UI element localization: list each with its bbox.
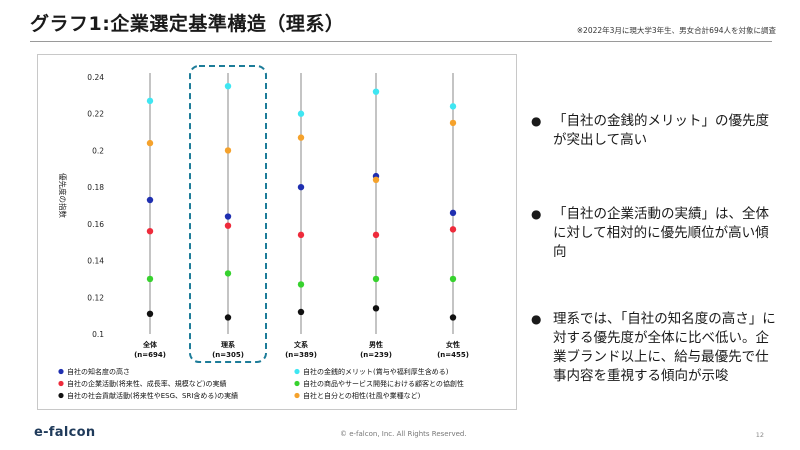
category-n-label: (n=239)	[360, 351, 392, 359]
bullet-text: 「自社の金銭的メリット」の優先度が突出して高い	[553, 113, 769, 148]
category-n-label: (n=389)	[285, 351, 317, 359]
y-tick-label: 0.22	[87, 110, 104, 119]
bullet-dot-icon: ●	[531, 114, 542, 128]
y-tick-label: 0.12	[87, 293, 104, 302]
category-n-label: (n=455)	[437, 351, 469, 359]
category-n-label: (n=694)	[134, 351, 166, 359]
bullet-item: ● 理系では、「自社の知名度の高さ」に対する優先度が全体に比べ低い。企業ブランド…	[531, 310, 781, 386]
y-tick-label: 0.24	[87, 73, 104, 82]
data-point	[372, 305, 380, 312]
page-number: 12	[755, 431, 764, 439]
bullet-item: ● 「自社の金銭的メリット」の優先度が突出して高い	[531, 112, 781, 150]
data-point	[297, 308, 305, 316]
legend-marker	[58, 392, 64, 399]
category-n-label: (n=305)	[212, 351, 244, 359]
category-label: 全体	[142, 340, 158, 349]
legend-marker	[58, 368, 64, 375]
legend-marker	[58, 380, 64, 387]
legend-marker	[294, 392, 300, 399]
data-point	[224, 147, 232, 154]
data-point	[297, 183, 305, 191]
data-point	[449, 209, 457, 217]
category-label: 文系	[294, 340, 308, 349]
data-point	[224, 82, 232, 90]
data-point	[224, 213, 232, 220]
brand-logo: e-falcon	[34, 425, 96, 440]
y-tick-label: 0.1	[92, 330, 104, 339]
y-axis-label: 優先度の指数	[58, 173, 68, 218]
data-point	[449, 275, 457, 283]
legend-marker	[294, 368, 300, 375]
legend-label: 自社の商品やサービス開発における顧客との協創性	[303, 379, 464, 388]
legend-label: 自社の金銭的メリット(賞与や福利厚生含める)	[303, 367, 449, 376]
bullet-dot-icon: ●	[531, 207, 542, 221]
data-point	[297, 110, 305, 117]
y-tick-label: 0.18	[87, 183, 104, 192]
data-point	[146, 310, 154, 318]
data-point	[372, 231, 380, 239]
y-tick-label: 0.2	[92, 146, 104, 155]
legend-marker	[294, 380, 300, 387]
category-label: 理系	[221, 340, 235, 349]
data-point	[372, 88, 380, 95]
data-point	[224, 314, 232, 321]
data-point	[372, 176, 380, 183]
survey-note: ※2022年3月に現大学3年生、男女合計694人を対象に調査	[576, 26, 776, 35]
title-divider	[30, 41, 772, 42]
page-title: グラフ1:企業選定基準構造（理系）	[30, 13, 345, 35]
data-point	[449, 314, 457, 321]
bullet-text: 「自社の企業活動の実績」は、全体に対して相対的に優先順位が高い傾向	[553, 206, 769, 260]
data-point	[146, 97, 154, 105]
legend-label: 自社の社会貢献活動(将来性やESG、SRI含める)の実績	[67, 391, 238, 400]
highlight-box	[189, 65, 267, 363]
legend-label: 自社の企業活動(将来性、成長率、規模など)の実績	[67, 379, 226, 388]
data-point	[449, 226, 457, 233]
copyright: © e-falcon, Inc. All Rights Reserved.	[340, 430, 467, 438]
data-point	[297, 134, 305, 141]
legend-label: 自社と自分との相性(社風や業種など)	[303, 391, 421, 400]
chart-frame: 0.1 0.12 0.14 0.16 0.18 0.2 0.22 0.24 優先度の指数全体 (n…	[37, 54, 517, 410]
bullet-item: ● 「自社の企業活動の実績」は、全体に対して相対的に優先順位が高い傾向	[531, 205, 781, 262]
data-point	[297, 231, 305, 239]
bullet-text: 理系では、「自社の知名度の高さ」に対する優先度が全体に比べ低い。企業ブランド以上…	[553, 311, 776, 384]
data-point	[224, 222, 232, 229]
data-point	[297, 281, 305, 288]
data-point	[146, 196, 154, 204]
data-point	[449, 119, 457, 127]
data-point	[449, 103, 457, 110]
data-point	[146, 139, 154, 147]
legend-label: 自社の知名度の高さ	[67, 367, 130, 376]
y-tick-label: 0.16	[87, 220, 104, 229]
category-label: 男性	[369, 340, 383, 349]
y-tick-label: 0.14	[87, 257, 104, 266]
data-point	[372, 275, 380, 283]
data-point	[146, 275, 154, 283]
data-point	[224, 270, 232, 277]
data-point	[146, 228, 154, 235]
category-label: 女性	[446, 340, 460, 349]
bullet-dot-icon: ●	[531, 312, 542, 326]
